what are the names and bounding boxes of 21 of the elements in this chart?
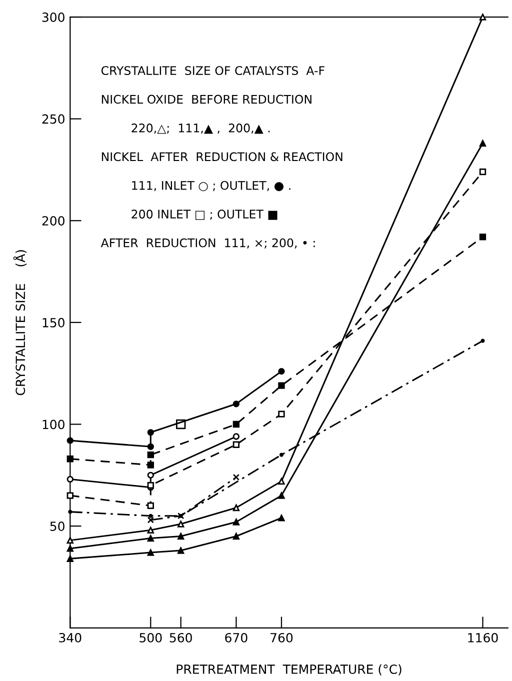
annotation: AFTER REDUCTION 111, ×; 200, • :	[100, 238, 315, 248]
x-tick-label: 670	[225, 632, 248, 642]
y-tick-label: 300	[42, 12, 64, 22]
y-tick-label: 200	[42, 216, 64, 226]
annotation: 111, INLET ○ ; OUTLET, ● .	[132, 180, 290, 192]
annotation: 200 INLET □ ; OUTLET ■	[132, 210, 278, 220]
y-axis-title: CRYSTALLITE SIZE (Å)	[13, 250, 27, 396]
x-tick-label: 760	[270, 632, 293, 642]
annotation: NICKEL OXIDE BEFORE REDUCTION	[102, 94, 312, 104]
y-tick-label: 100	[42, 420, 64, 430]
annotation: CRYSTALLITE SIZE OF CATALYSTS A-F	[101, 66, 324, 76]
annotation: NICKEL AFTER REDUCTION & REACTION	[102, 152, 342, 162]
x-axis-title: PRETREATMENT TEMPERATURE (°C)	[176, 664, 402, 676]
x-tick-label: 1160	[468, 632, 498, 642]
annotation: 220,△; 111,▲ , 200,▲ .	[132, 124, 270, 134]
x-tick-label: 500	[140, 632, 162, 642]
x-tick-label: 340	[59, 632, 82, 642]
x-tick-label: 560	[170, 632, 192, 642]
y-tick-label: 50	[50, 522, 64, 531]
y-tick-label: 150	[42, 318, 64, 328]
y-tick-label: 250	[42, 114, 64, 124]
